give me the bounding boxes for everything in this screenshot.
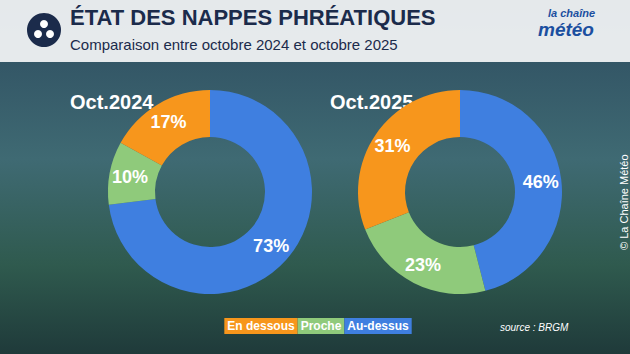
svg-text:Au-dessus: Au-dessus: [347, 319, 409, 333]
svg-text:En dessous: En dessous: [227, 319, 295, 333]
svg-text:météo: météo: [538, 19, 594, 40]
svg-text:la chaîne: la chaîne: [548, 7, 595, 19]
svg-text:46%: 46%: [523, 172, 559, 192]
svg-text:© La Chaîne Météo: © La Chaîne Météo: [618, 154, 630, 250]
svg-text:Comparaison entre octobre 2024: Comparaison entre octobre 2024 et octobr…: [70, 36, 398, 53]
svg-text:31%: 31%: [375, 136, 411, 156]
svg-text:17%: 17%: [150, 112, 186, 132]
svg-text:23%: 23%: [405, 255, 441, 275]
svg-text:source : BRGM: source : BRGM: [500, 322, 569, 333]
svg-text:Proche: Proche: [301, 319, 342, 333]
svg-text:Oct.2025: Oct.2025: [330, 91, 414, 113]
svg-text:Oct.2024: Oct.2024: [70, 91, 154, 113]
svg-text:73%: 73%: [253, 236, 289, 256]
svg-text:10%: 10%: [112, 167, 148, 187]
svg-text:ÉTAT DES NAPPES PHRÉATIQUES: ÉTAT DES NAPPES PHRÉATIQUES: [70, 5, 436, 30]
